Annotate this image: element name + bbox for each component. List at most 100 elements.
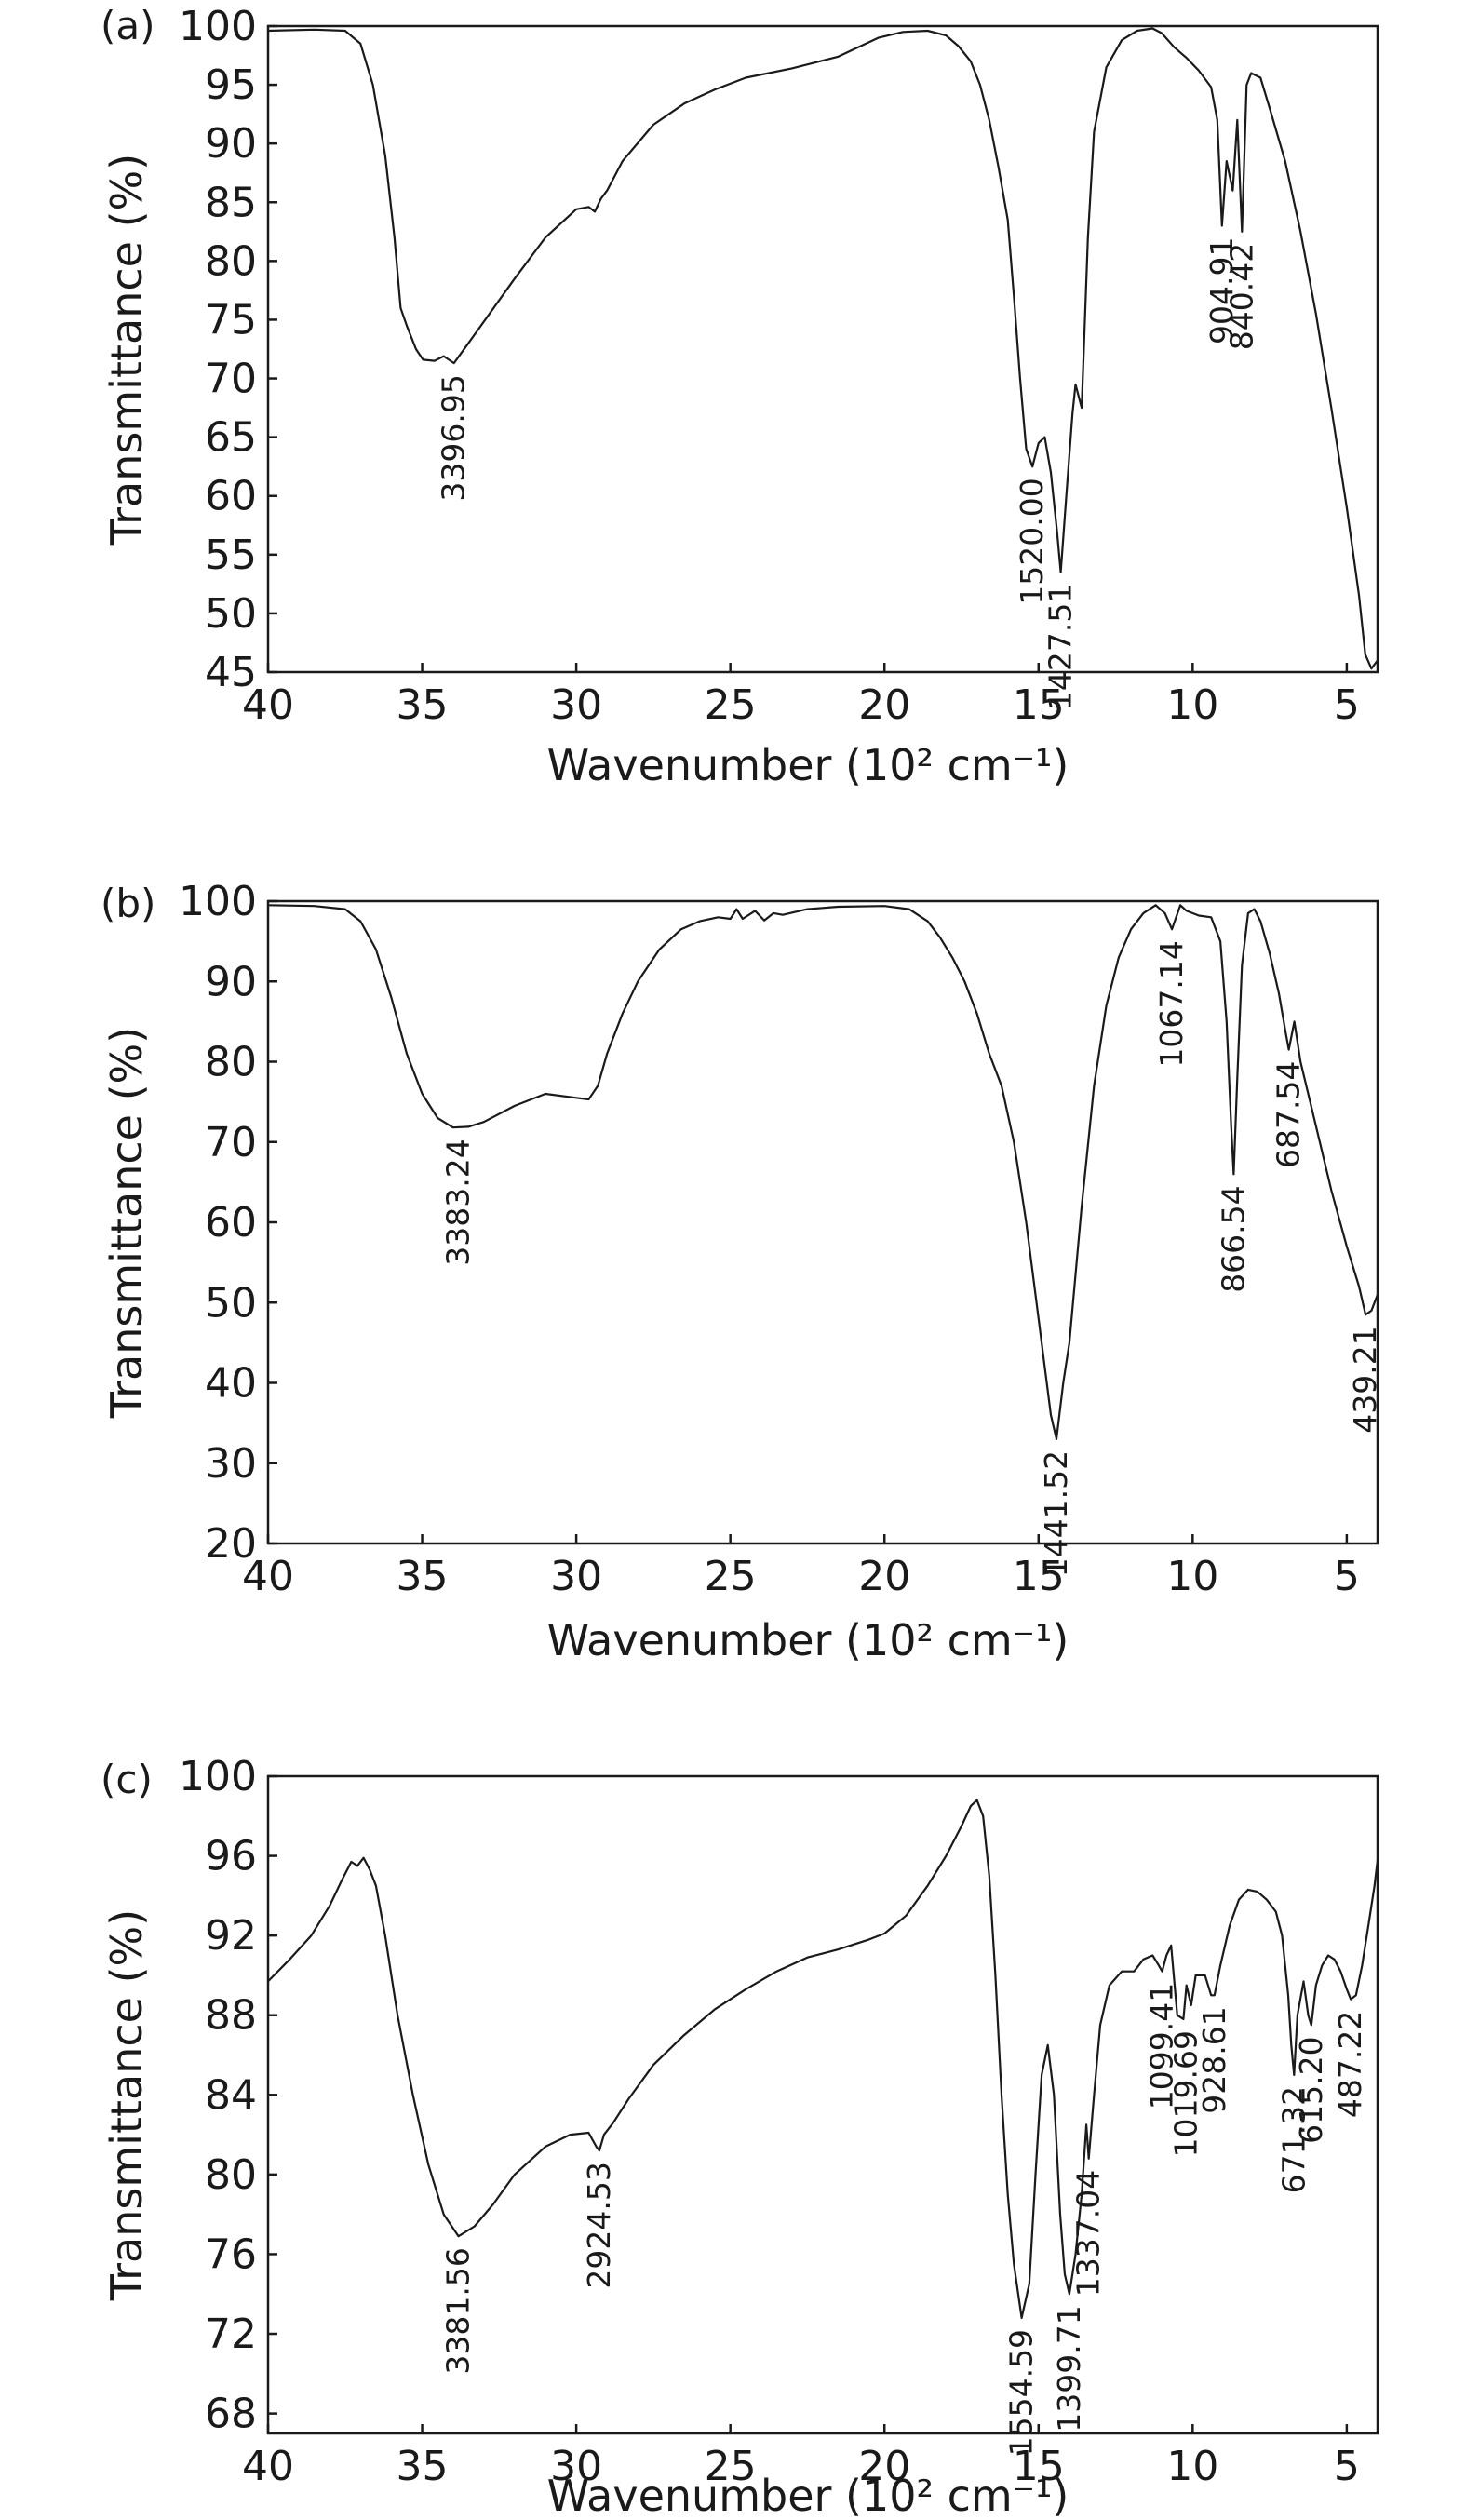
panel-c-x-tick-label: 35 xyxy=(397,2443,449,2490)
panel-c-peak-label: 1399.71 xyxy=(1051,2305,1087,2432)
panel-b-x-tick-label: 30 xyxy=(550,1553,602,1600)
panel-c-x-tick-label: 20 xyxy=(858,2443,910,2490)
panel-a-peak-label: 1427.51 xyxy=(1042,584,1079,710)
panel-b-y-tick-label: 100 xyxy=(179,878,257,925)
panel-a-peak-label: 1520.00 xyxy=(1014,478,1050,604)
panel-a-x-tick-label: 35 xyxy=(397,681,449,729)
panel-a: (a) 40 35 30 25 20 15 10 5100959085807570656055… xyxy=(101,3,1379,790)
panel-a-peak-label: 3396.95 xyxy=(436,374,472,501)
panel-c-y-tick-label: 96 xyxy=(205,1833,257,1880)
panel-b-ticks: 40 35 30 25 20 15 10 5 100 90 80 70 60 50 40 30 20 xyxy=(179,878,1360,1600)
panel-b-peak-label: 439.21 xyxy=(1347,1326,1383,1433)
panel-a-y-tick-label: 75 xyxy=(205,296,257,344)
panel-c-plot-frame xyxy=(266,1774,1379,2435)
panel-a-y-tick-label: 50 xyxy=(205,590,257,638)
panel-a-y-tick-label: 90 xyxy=(205,120,257,168)
panel-a-y-tick-label: 85 xyxy=(205,179,257,226)
panel-b-peak-label: 1441.52 xyxy=(1038,1450,1074,1577)
panel-b-x-tick-label: 5 xyxy=(1334,1553,1360,1600)
panel-c-label: (c) xyxy=(101,1757,153,1802)
panel-c-x-tick-label: 15 xyxy=(1013,2443,1065,2490)
panel-a-y-tick-label: 60 xyxy=(205,473,257,520)
panel-c-y-tick-label: 80 xyxy=(205,2151,257,2199)
panel-b-peak-label: 1067.14 xyxy=(1153,940,1190,1067)
panel-a-y-tick-label: 100 xyxy=(179,3,257,50)
panel-b-x-tick-label: 25 xyxy=(705,1553,757,1600)
panel-c-ticks: 40 35 30 25 20 15 10 5 100 96 92 88 84 80 76 72 68 xyxy=(179,1753,1360,2490)
panel-a-y-tick-label: 70 xyxy=(205,356,257,403)
panel-c-x-tick-label: 10 xyxy=(1166,2443,1218,2490)
panel-b-y-tick-label: 40 xyxy=(205,1360,257,1408)
panel-c-peak-label: 671.32 xyxy=(1275,2086,1311,2193)
panel-c-y-tick-label: 100 xyxy=(179,1753,257,1800)
panel-b-y-tick-label: 30 xyxy=(205,1440,257,1488)
panel-c-peak-label: 2924.53 xyxy=(581,2162,617,2288)
panel-c-y-axis-title: Transmittance (%) xyxy=(101,1909,152,2301)
panel-a-x-tick-label: 5 xyxy=(1334,681,1360,729)
panel-c-x-tick-label: 40 xyxy=(242,2443,294,2490)
panel-b-y-tick-label: 50 xyxy=(205,1279,257,1327)
panel-c-peak-label: 615.20 xyxy=(1293,2036,1329,2143)
panel-b-label: (b) xyxy=(101,881,155,926)
panel-c-y-tick-label: 76 xyxy=(205,2230,257,2278)
panel-b-peak-label: 687.54 xyxy=(1271,1061,1307,1168)
panel-a-label: (a) xyxy=(101,3,155,48)
panel-a-spectrum-line xyxy=(267,27,1379,670)
panel-a-x-tick-label: 20 xyxy=(858,681,910,729)
panel-a-y-tick-label: 95 xyxy=(205,61,257,109)
panel-a-x-axis-title: Wavenumber (10² cm⁻¹) xyxy=(547,740,1069,790)
panel-a-peak-label: 840.42 xyxy=(1223,243,1259,350)
panel-b-x-axis-title: Wavenumber (10² cm⁻¹) xyxy=(547,1615,1069,1665)
panel-a-y-tick-label: 65 xyxy=(205,414,257,462)
panel-c-peak-label: 1337.04 xyxy=(1070,2170,1107,2297)
panel-b-x-tick-label: 15 xyxy=(1013,1553,1065,1600)
panel-a-x-tick-label: 15 xyxy=(1013,681,1065,729)
panel-b-plot-frame xyxy=(266,899,1379,1545)
panel-b-y-axis-title: Transmittance (%) xyxy=(101,1027,152,1419)
panel-c-y-tick-label: 68 xyxy=(205,2391,257,2438)
panel-c-peak-label: 487.22 xyxy=(1332,2011,1368,2118)
panel-a-plot-frame xyxy=(266,24,1379,674)
panel-c-x-tick-label: 30 xyxy=(550,2443,602,2490)
panel-c-peak-labels: 3381.56 2924.53 1554.59 1399.71 1337.04 1099.… xyxy=(440,1983,1369,2457)
panel-b-y-tick-label: 70 xyxy=(205,1119,257,1166)
panel-b-y-tick-label: 80 xyxy=(205,1039,257,1086)
panel-a-x-tick-label: 10 xyxy=(1166,681,1218,729)
panel-a-x-tick-label: 30 xyxy=(550,681,602,729)
panel-b-x-tick-label: 20 xyxy=(858,1553,910,1600)
panel-b-peak-label: 3383.24 xyxy=(439,1139,476,1265)
panel-a-y-tick-label: 80 xyxy=(205,237,257,285)
panel-c-peak-label: 1019.69 xyxy=(1168,2030,1204,2157)
panel-b-y-tick-label: 90 xyxy=(205,958,257,1005)
panel-c-x-tick-label: 5 xyxy=(1334,2443,1360,2490)
panel-c-peak-label: 3381.56 xyxy=(440,2247,477,2374)
panel-a-peak-label: 904.91 xyxy=(1204,237,1240,344)
panel-b: (b) 40 35 30 25 20 15 10 5 100 90 80 70 60 50 40 30 20 3… xyxy=(101,878,1383,1665)
panel-c-spectrum-line xyxy=(267,1799,1379,2319)
panel-b-spectrum-line xyxy=(267,904,1379,1440)
panel-c: (c) 40 35 30 25 20 15 10 5 100 96 92 88 84 80 76 72 68 3… xyxy=(101,1753,1379,2520)
panel-c-y-tick-label: 92 xyxy=(205,1912,257,1960)
panel-c-y-tick-label: 72 xyxy=(205,2311,257,2358)
panel-b-y-tick-label: 60 xyxy=(205,1199,257,1247)
panel-b-x-tick-label: 35 xyxy=(397,1553,449,1600)
panel-a-y-tick-label: 45 xyxy=(205,649,257,696)
panel-b-y-tick-label: 20 xyxy=(205,1520,257,1568)
panel-a-y-axis-title: Transmittance (%) xyxy=(101,154,152,546)
panel-c-y-tick-label: 84 xyxy=(205,2071,257,2119)
panel-c-y-tick-label: 88 xyxy=(205,1992,257,2040)
panel-c-peak-label: 1099.41 xyxy=(1144,1983,1180,2109)
panel-a-x-tick-label: 25 xyxy=(705,681,757,729)
panel-b-peak-labels: 3383.24 1441.52 1067.14 866.54 687.54 439.21 xyxy=(439,940,1383,1577)
panel-c-peak-label: 928.61 xyxy=(1196,2006,1232,2113)
panel-a-y-tick-label: 55 xyxy=(205,532,257,579)
panel-b-x-tick-label: 40 xyxy=(242,1553,294,1600)
panel-c-x-axis-title: Wavenumber (10² cm⁻¹) xyxy=(547,2471,1069,2520)
panel-b-x-tick-label: 10 xyxy=(1166,1553,1218,1600)
panel-c-peak-label: 1554.59 xyxy=(1003,2329,1040,2456)
panel-a-x-tick-label: 40 xyxy=(242,681,294,729)
panel-b-peak-label: 866.54 xyxy=(1215,1185,1251,1292)
